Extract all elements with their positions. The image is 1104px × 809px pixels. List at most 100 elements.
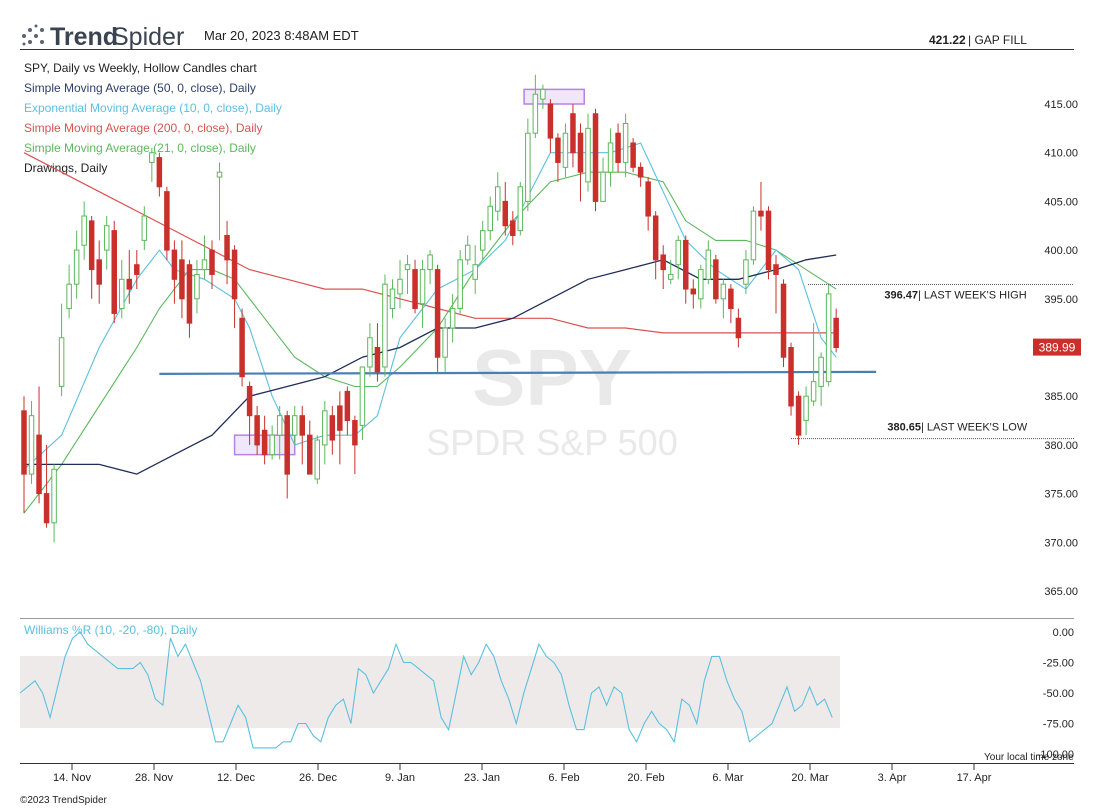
candle-body[interactable] <box>457 259 463 310</box>
candle-body[interactable] <box>622 122 629 163</box>
candle-body[interactable] <box>246 385 253 417</box>
candle-body[interactable] <box>713 259 719 300</box>
candle-body[interactable] <box>525 132 531 202</box>
candle-body[interactable] <box>359 366 366 426</box>
candle-body[interactable] <box>58 337 65 387</box>
candle-body[interactable] <box>21 410 27 475</box>
candle-body[interactable] <box>126 278 133 290</box>
candle-body[interactable] <box>630 142 636 168</box>
candle-body[interactable] <box>111 230 117 314</box>
candle-body[interactable] <box>667 273 674 280</box>
candle-body[interactable] <box>675 239 681 266</box>
legend-entry[interactable]: Simple Moving Average (50, 0, close), Da… <box>24 81 256 95</box>
candle-body[interactable] <box>329 415 336 441</box>
candle-body[interactable] <box>833 317 839 348</box>
candle-body[interactable] <box>637 166 644 178</box>
candle-body[interactable] <box>389 288 396 310</box>
candle-body[interactable] <box>592 113 599 202</box>
candle-body[interactable] <box>254 415 260 446</box>
candle-body[interactable] <box>728 288 734 310</box>
candle-body[interactable] <box>276 415 283 436</box>
candle-body[interactable] <box>284 415 290 475</box>
legend-entry[interactable]: Simple Moving Average (200, 0, close), D… <box>24 121 263 135</box>
candle-body[interactable] <box>532 93 539 134</box>
candle-body[interactable] <box>134 264 140 275</box>
candle-body[interactable] <box>600 171 606 202</box>
candle-body[interactable] <box>652 215 659 261</box>
candle-body[interactable] <box>171 249 178 280</box>
candle-body[interactable] <box>397 278 403 295</box>
candle-body[interactable] <box>141 215 148 241</box>
candle-body[interactable] <box>660 254 666 271</box>
candle-body[interactable] <box>352 420 358 446</box>
candle-body[interactable] <box>743 259 749 285</box>
candle-body[interactable] <box>103 225 110 251</box>
candle-body[interactable] <box>510 220 516 236</box>
candle-body[interactable] <box>88 220 95 271</box>
candle-body[interactable] <box>164 191 170 251</box>
candle-body[interactable] <box>585 127 591 183</box>
candle-body[interactable] <box>562 132 569 168</box>
candle-body[interactable] <box>404 264 411 271</box>
williams-line[interactable] <box>19 631 833 749</box>
candle-body[interactable] <box>479 230 486 251</box>
legend-entry[interactable]: Exponential Moving Average (10, 0, close… <box>24 101 282 115</box>
candle-body[interactable] <box>495 186 501 212</box>
candle-body[interactable] <box>201 259 208 271</box>
candle-body[interactable] <box>683 239 689 290</box>
candle-body[interactable] <box>795 395 802 436</box>
candle-body[interactable] <box>382 283 388 368</box>
candle-body[interactable] <box>540 88 546 100</box>
candle-body[interactable] <box>803 395 809 422</box>
candle-body[interactable] <box>615 132 621 163</box>
candle-body[interactable] <box>209 249 215 275</box>
support-line[interactable] <box>159 370 877 375</box>
candle-body[interactable] <box>231 249 238 300</box>
candle-body[interactable] <box>773 264 779 275</box>
candle-body[interactable] <box>119 278 125 310</box>
candle-body[interactable] <box>81 215 87 246</box>
candle-body[interactable] <box>367 337 373 368</box>
candle-body[interactable] <box>487 205 493 232</box>
candle-body[interactable] <box>464 244 471 261</box>
candle-body[interactable] <box>434 269 441 358</box>
candle-body[interactable] <box>194 273 200 300</box>
candle-body[interactable] <box>291 415 298 436</box>
candle-body[interactable] <box>186 264 193 324</box>
price-plot[interactable] <box>21 74 877 543</box>
candle-body[interactable] <box>472 264 478 280</box>
candle-body[interactable] <box>149 152 155 163</box>
candle-body[interactable] <box>735 317 742 339</box>
candle-body[interactable] <box>239 317 245 378</box>
candle-body[interactable] <box>570 113 576 154</box>
candle-body[interactable] <box>51 468 57 524</box>
candle-body[interactable] <box>374 347 381 373</box>
candle-body[interactable] <box>577 132 584 173</box>
candle-body[interactable] <box>547 103 554 139</box>
candle-body[interactable] <box>698 269 704 300</box>
legend-entry[interactable]: Drawings, Daily <box>24 161 107 175</box>
timezone-label[interactable]: Your local time zone <box>984 752 1074 763</box>
candle-body[interactable] <box>765 210 772 271</box>
legend-entry[interactable]: SPY, Daily vs Weekly, Hollow Candles cha… <box>24 61 257 75</box>
candle-body[interactable] <box>216 171 223 178</box>
candle-body[interactable] <box>555 137 561 163</box>
candle-body[interactable] <box>73 249 80 285</box>
candle-body[interactable] <box>758 210 764 217</box>
candle-body[interactable] <box>261 429 268 456</box>
candle-body[interactable] <box>179 259 185 300</box>
candle-body[interactable] <box>825 293 832 383</box>
candle-body[interactable] <box>299 415 305 436</box>
candle-body[interactable] <box>412 269 418 310</box>
candle-body[interactable] <box>780 283 787 358</box>
candle-body[interactable] <box>690 288 697 295</box>
williams-plot[interactable] <box>19 631 833 749</box>
candle-body[interactable] <box>818 356 824 387</box>
candle-body[interactable] <box>224 234 230 261</box>
candle-body[interactable] <box>156 157 163 188</box>
candle-body[interactable] <box>307 434 313 475</box>
candle-body[interactable] <box>28 415 35 475</box>
candle-body[interactable] <box>502 200 509 227</box>
candle-body[interactable] <box>645 181 651 217</box>
